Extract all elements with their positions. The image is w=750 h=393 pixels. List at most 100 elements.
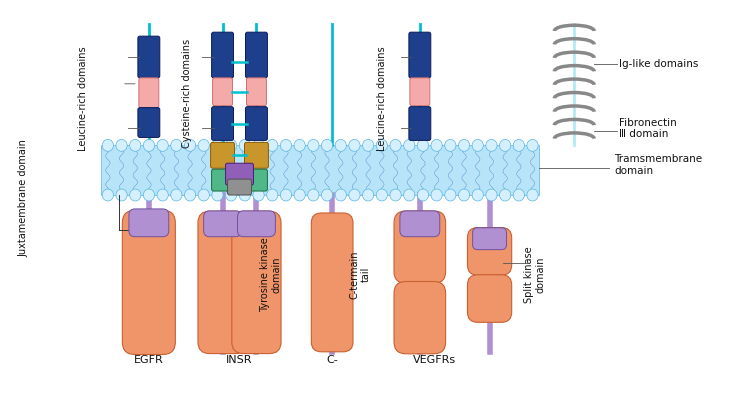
Ellipse shape (404, 140, 415, 151)
Ellipse shape (486, 140, 497, 151)
FancyBboxPatch shape (212, 78, 232, 106)
Text: Cysteine-rich domains: Cysteine-rich domains (182, 39, 192, 148)
FancyBboxPatch shape (394, 281, 445, 354)
FancyBboxPatch shape (400, 211, 439, 237)
Ellipse shape (143, 189, 154, 201)
Ellipse shape (349, 140, 360, 151)
Ellipse shape (322, 189, 333, 201)
Ellipse shape (157, 140, 168, 151)
Ellipse shape (308, 140, 319, 151)
FancyBboxPatch shape (211, 107, 233, 140)
Ellipse shape (349, 189, 360, 201)
Ellipse shape (513, 189, 524, 201)
Text: INSR: INSR (226, 355, 253, 365)
Ellipse shape (322, 140, 333, 151)
FancyBboxPatch shape (226, 163, 254, 185)
Text: Fibronectin
Ⅲ domain: Fibronectin Ⅲ domain (619, 118, 676, 139)
Ellipse shape (500, 140, 511, 151)
Ellipse shape (376, 140, 388, 151)
Ellipse shape (390, 189, 401, 201)
Ellipse shape (253, 189, 264, 201)
Ellipse shape (362, 140, 374, 151)
Ellipse shape (239, 189, 250, 201)
Ellipse shape (513, 140, 524, 151)
FancyBboxPatch shape (467, 228, 512, 275)
Ellipse shape (472, 140, 483, 151)
Ellipse shape (130, 140, 141, 151)
Ellipse shape (171, 140, 182, 151)
Ellipse shape (335, 140, 346, 151)
Text: Ig-like domains: Ig-like domains (619, 59, 698, 69)
Ellipse shape (267, 189, 278, 201)
Ellipse shape (184, 189, 196, 201)
Ellipse shape (157, 189, 168, 201)
Ellipse shape (280, 140, 292, 151)
Ellipse shape (431, 140, 442, 151)
Ellipse shape (116, 189, 128, 201)
FancyBboxPatch shape (245, 32, 268, 78)
FancyBboxPatch shape (409, 32, 430, 78)
Ellipse shape (431, 189, 442, 201)
Ellipse shape (458, 189, 470, 201)
Ellipse shape (116, 140, 128, 151)
FancyBboxPatch shape (245, 169, 268, 191)
Ellipse shape (253, 140, 264, 151)
FancyBboxPatch shape (409, 107, 430, 140)
Ellipse shape (500, 189, 511, 201)
Text: Leucine-rich domains: Leucine-rich domains (78, 46, 88, 151)
Ellipse shape (102, 189, 113, 201)
Ellipse shape (211, 140, 223, 151)
FancyBboxPatch shape (238, 211, 275, 237)
FancyBboxPatch shape (211, 142, 235, 168)
Ellipse shape (294, 140, 305, 151)
FancyBboxPatch shape (244, 142, 268, 168)
Text: Tyrosine kinase
domain: Tyrosine kinase domain (260, 237, 281, 312)
FancyBboxPatch shape (211, 169, 233, 191)
Ellipse shape (376, 189, 388, 201)
FancyBboxPatch shape (472, 228, 506, 250)
FancyBboxPatch shape (245, 107, 268, 140)
Ellipse shape (171, 189, 182, 201)
Ellipse shape (226, 189, 237, 201)
Ellipse shape (486, 189, 497, 201)
Text: Juxtamembrane domain: Juxtamembrane domain (18, 139, 28, 257)
Ellipse shape (198, 189, 209, 201)
Ellipse shape (417, 189, 428, 201)
FancyBboxPatch shape (138, 108, 160, 138)
Ellipse shape (527, 140, 538, 151)
Text: EGFR: EGFR (134, 355, 164, 365)
FancyBboxPatch shape (204, 211, 242, 237)
FancyBboxPatch shape (232, 211, 281, 354)
FancyBboxPatch shape (311, 213, 353, 352)
Ellipse shape (211, 189, 223, 201)
Ellipse shape (308, 189, 319, 201)
Text: C-termain
tail: C-termain tail (350, 250, 370, 299)
Ellipse shape (143, 140, 154, 151)
FancyBboxPatch shape (198, 211, 248, 354)
Ellipse shape (527, 189, 538, 201)
Ellipse shape (390, 140, 401, 151)
Ellipse shape (335, 189, 346, 201)
FancyBboxPatch shape (211, 32, 233, 78)
FancyBboxPatch shape (139, 78, 159, 108)
Ellipse shape (102, 140, 113, 151)
Ellipse shape (472, 189, 483, 201)
FancyBboxPatch shape (227, 179, 251, 195)
Ellipse shape (445, 189, 456, 201)
FancyBboxPatch shape (138, 36, 160, 78)
Ellipse shape (404, 189, 415, 201)
Ellipse shape (267, 140, 278, 151)
Ellipse shape (362, 189, 374, 201)
Ellipse shape (445, 140, 456, 151)
FancyBboxPatch shape (394, 211, 445, 283)
Ellipse shape (184, 140, 196, 151)
Text: Tramsmembrane
domain: Tramsmembrane domain (614, 154, 702, 176)
FancyBboxPatch shape (122, 210, 176, 354)
FancyBboxPatch shape (247, 78, 266, 106)
Bar (101, 145, 539, 195)
Ellipse shape (417, 140, 428, 151)
Text: C-: C- (326, 355, 338, 365)
Ellipse shape (458, 140, 470, 151)
Ellipse shape (294, 189, 305, 201)
Text: Split kinase
domain: Split kinase domain (524, 246, 545, 303)
